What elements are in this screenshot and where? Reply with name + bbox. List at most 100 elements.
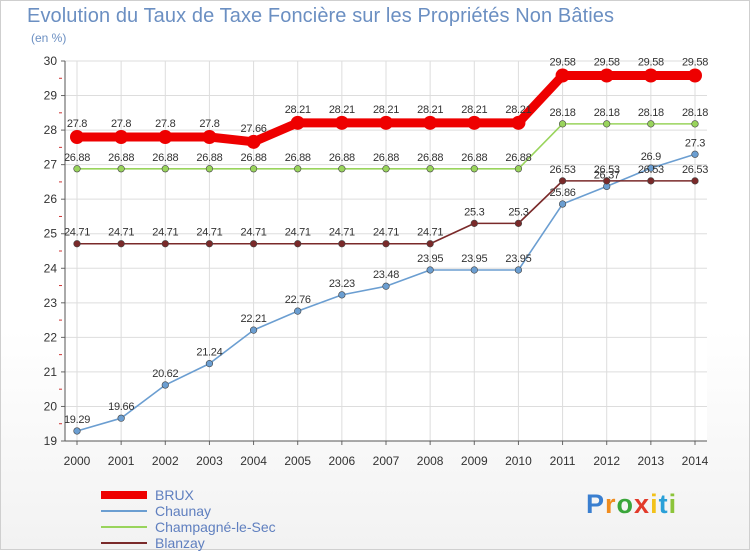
legend-swatch-chaunay (101, 510, 147, 512)
data-point-blanzay (338, 240, 346, 248)
data-label-brux: 27.66 (241, 123, 267, 135)
data-label-chaunay: 23.95 (461, 253, 487, 265)
data-point-blanzay (161, 240, 169, 248)
data-label-brux: 28.21 (285, 104, 311, 116)
data-label-champagn-le-sec: 26.88 (64, 152, 90, 164)
x-tick-label: 2013 (638, 454, 665, 468)
data-label-blanzay: 26.53 (638, 164, 664, 176)
data-point-brux (643, 68, 658, 83)
data-point-blanzay (514, 219, 523, 227)
data-point-champagn-le-sec (338, 165, 346, 173)
data-label-chaunay: 26.9 (641, 151, 661, 163)
data-label-chaunay: 23.95 (505, 253, 531, 265)
x-tick-label: 2000 (64, 454, 91, 468)
y-tick-label: 24 (44, 261, 58, 275)
data-point-blanzay (205, 240, 214, 248)
x-tick-label: 2009 (461, 454, 488, 468)
data-point-chaunay (161, 381, 169, 389)
data-label-champagn-le-sec: 26.88 (152, 152, 178, 164)
y-tick-label: 25 (44, 227, 58, 241)
data-label-blanzay: 24.71 (417, 227, 443, 239)
data-point-chaunay (426, 266, 434, 274)
proxiti-logo: Proxiti (586, 489, 677, 520)
x-tick-label: 2002 (152, 454, 179, 468)
legend: BRUX Chaunay Champagné-le-Sec Blanzay (101, 487, 276, 551)
data-label-chaunay: 23.48 (373, 269, 399, 281)
data-point-blanzay (117, 240, 125, 248)
data-label-brux: 28.21 (505, 104, 531, 116)
logo-letter: i (668, 489, 678, 519)
data-point-chaunay (558, 200, 567, 208)
data-label-champagn-le-sec: 28.18 (550, 107, 576, 119)
legend-label-champagne-le-sec: Champagné-le-Sec (155, 519, 276, 535)
data-point-brux (158, 130, 173, 144)
data-point-brux (334, 115, 349, 130)
legend-swatch-blanzay (101, 542, 147, 544)
data-label-blanzay: 24.71 (108, 227, 134, 239)
data-label-brux: 29.58 (682, 57, 708, 69)
legend-label-blanzay: Blanzay (155, 535, 205, 551)
y-tick-label: 26 (44, 192, 58, 206)
data-label-champagn-le-sec: 26.88 (196, 152, 222, 164)
data-point-chaunay (338, 291, 346, 299)
data-label-blanzay: 26.53 (550, 164, 576, 176)
x-tick-label: 2003 (196, 454, 223, 468)
data-point-champagn-le-sec (382, 165, 390, 173)
data-point-chaunay (470, 266, 478, 274)
data-point-champagn-le-sec (249, 165, 258, 173)
data-label-chaunay: 19.29 (64, 414, 90, 426)
data-label-chaunay: 22.21 (241, 313, 267, 325)
legend-label-chaunay: Chaunay (155, 503, 212, 519)
legend-swatch-champagne-le-sec (101, 526, 147, 528)
data-point-blanzay (470, 219, 478, 227)
x-tick-label: 2012 (593, 454, 620, 468)
data-label-brux: 29.58 (594, 57, 620, 69)
x-tick-label: 2004 (240, 454, 267, 468)
data-label-blanzay: 25.3 (464, 206, 484, 218)
x-tick-label: 2014 (682, 454, 709, 468)
data-point-brux (511, 115, 526, 130)
data-label-chaunay: 27.3 (685, 137, 705, 149)
chart-title: Evolution du Taux de Taxe Foncière sur l… (27, 5, 615, 27)
data-point-chaunay (294, 307, 302, 315)
x-tick-label: 2010 (505, 454, 532, 468)
data-label-champagn-le-sec: 28.18 (638, 107, 664, 119)
data-point-blanzay (426, 240, 434, 248)
legend-item-blanzay: Blanzay (101, 535, 276, 551)
data-point-brux (555, 68, 570, 83)
y-tick-label: 29 (44, 89, 58, 103)
data-label-champagn-le-sec: 26.88 (285, 152, 311, 164)
data-point-champagn-le-sec (205, 165, 214, 173)
x-tick-label: 2005 (284, 454, 311, 468)
legend-item-brux: BRUX (101, 487, 276, 503)
data-label-chaunay: 19.66 (108, 401, 134, 413)
data-point-brux (467, 115, 482, 130)
data-point-brux (202, 130, 217, 144)
data-point-champagn-le-sec (294, 165, 302, 173)
y-tick-label: 21 (44, 365, 58, 379)
x-tick-label: 2007 (373, 454, 400, 468)
data-point-chaunay (647, 164, 655, 172)
data-point-blanzay (603, 177, 611, 185)
data-point-chaunay (382, 282, 390, 290)
data-label-blanzay: 24.71 (64, 227, 90, 239)
y-tick-label: 22 (44, 330, 58, 344)
data-point-blanzay (691, 177, 699, 185)
data-point-brux (423, 115, 438, 130)
data-point-chaunay (514, 266, 523, 274)
x-tick-label: 2006 (329, 454, 356, 468)
logo-letter: i (650, 489, 659, 519)
data-point-blanzay (294, 240, 302, 248)
data-label-blanzay: 24.71 (329, 227, 355, 239)
data-point-brux (114, 130, 129, 144)
data-label-brux: 28.21 (417, 104, 443, 116)
data-label-champagn-le-sec: 26.88 (329, 152, 355, 164)
data-label-brux: 28.21 (373, 104, 399, 116)
legend-swatch-brux (101, 491, 147, 499)
data-point-brux (290, 115, 305, 130)
data-label-chaunay: 26.37 (594, 169, 620, 181)
data-point-champagn-le-sec (514, 165, 523, 173)
data-label-champagn-le-sec: 26.88 (108, 152, 134, 164)
logo-letter: x (634, 489, 651, 519)
